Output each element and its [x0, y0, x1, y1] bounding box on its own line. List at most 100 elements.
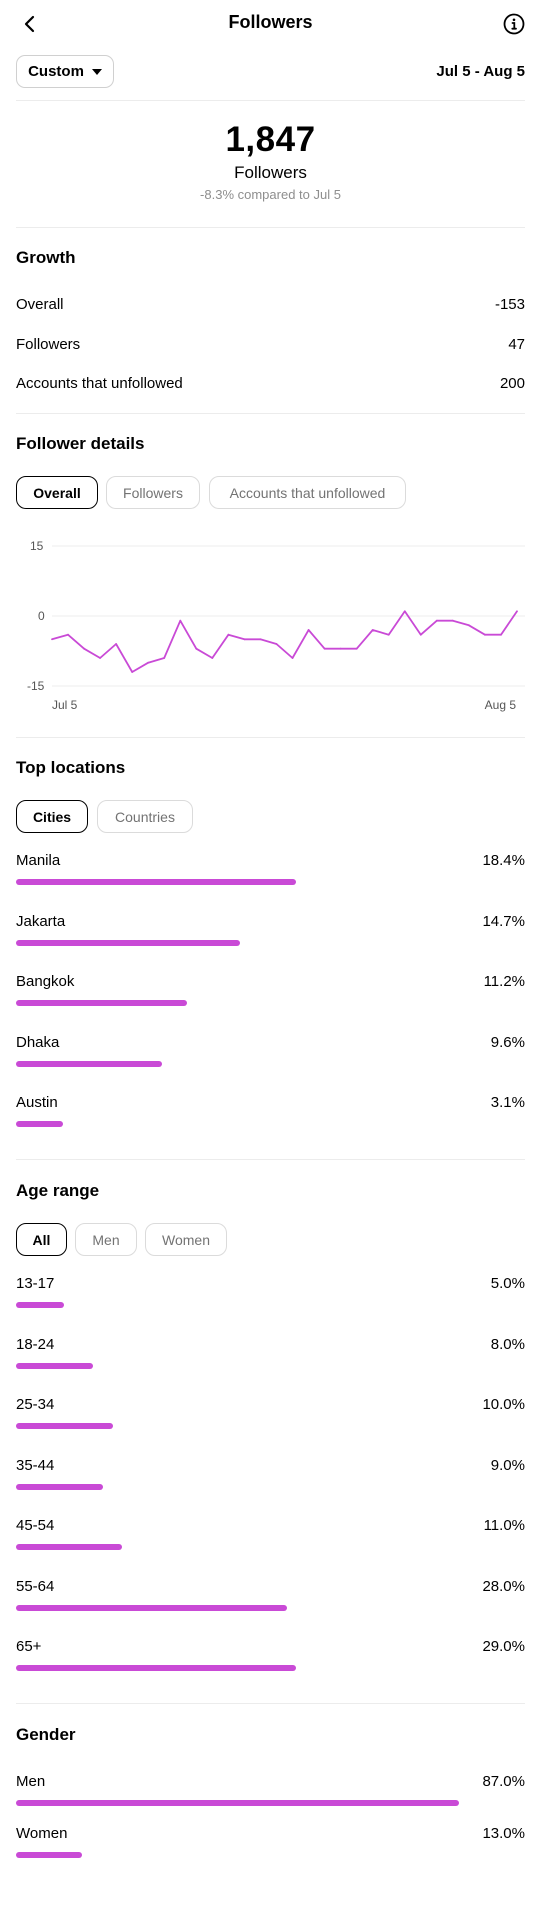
data-point — [83, 647, 85, 650]
age-range-title: Age range — [16, 1181, 100, 1200]
growth-row-value: 200 — [499, 375, 525, 392]
top-locations-title: Top locations — [16, 758, 126, 777]
follower-line-chart: 15 0 -15 Jul 5 Aug 5 — [27, 539, 525, 712]
growth-row-label: Accounts that unfollowed — [16, 375, 183, 392]
divider — [16, 100, 525, 101]
chevron-left-icon — [24, 15, 35, 33]
info-button[interactable] — [502, 12, 526, 36]
location-label: Dhaka — [16, 1033, 60, 1051]
location-bar — [16, 1060, 162, 1067]
date-filter-label: Custom — [28, 63, 84, 80]
follower-count-label: Followers — [234, 163, 307, 182]
series-line — [51, 610, 518, 673]
data-point — [115, 643, 117, 645]
info-icon — [503, 13, 525, 35]
data-point — [403, 610, 406, 613]
age-bar — [16, 1604, 287, 1611]
age-label: 25-34 — [16, 1396, 55, 1413]
age-bar — [16, 1423, 113, 1429]
location-value: 18.4% — [482, 852, 525, 869]
data-point — [195, 647, 198, 650]
date-filter-dropdown[interactable]: Custom — [16, 55, 114, 88]
data-point — [307, 629, 310, 631]
x-tick-label: Jul 5 — [52, 698, 78, 712]
age-bar — [16, 1544, 122, 1550]
location-label: Bangkok — [16, 973, 75, 990]
tab-men[interactable]: Men — [75, 1223, 137, 1256]
caret-down-icon — [91, 68, 102, 75]
growth-row-value: 47 — [508, 336, 525, 353]
tab-all[interactable]: All — [16, 1223, 67, 1256]
age-value: 9.0% — [490, 1456, 525, 1474]
data-point — [484, 633, 486, 636]
location-label: Jakarta — [16, 912, 66, 930]
tab-accounts-unfollowed[interactable]: Accounts that unfollowed — [209, 476, 406, 509]
age-bar — [16, 1302, 64, 1308]
location-value: 3.1% — [490, 1094, 525, 1111]
location-bar — [16, 1121, 63, 1127]
location-bar — [16, 879, 296, 885]
age-label: 18-24 — [16, 1335, 55, 1353]
data-point — [99, 657, 101, 659]
age-value: 29.0% — [482, 1638, 525, 1655]
location-bar — [16, 1000, 187, 1006]
divider — [16, 227, 525, 228]
data-point — [67, 633, 69, 636]
location-label: Austin — [16, 1094, 58, 1111]
growth-row-label: Followers — [16, 336, 81, 353]
age-value: 8.0% — [490, 1335, 525, 1353]
data-point — [291, 657, 294, 659]
page-title: Followers — [228, 12, 313, 32]
data-point — [227, 633, 230, 636]
age-bar — [16, 1665, 296, 1671]
data-point — [516, 610, 518, 613]
back-button[interactable] — [18, 12, 42, 36]
y-tick-label: 0 — [38, 609, 45, 623]
growth-row-value: -153 — [494, 296, 525, 313]
gender-value: 13.0% — [482, 1825, 525, 1842]
data-point — [452, 619, 454, 622]
data-point — [147, 661, 150, 664]
tab-overall[interactable]: Overall — [16, 476, 98, 509]
divider — [16, 1703, 525, 1704]
gender-label: Women — [16, 1825, 68, 1842]
age-value: 5.0% — [490, 1275, 525, 1292]
data-point — [243, 638, 246, 641]
age-bar — [16, 1483, 103, 1490]
tab-cities[interactable]: Cities — [16, 800, 88, 833]
data-point — [468, 624, 470, 627]
data-point — [419, 633, 422, 636]
y-tick-label: 15 — [30, 539, 44, 553]
location-bar — [16, 939, 240, 946]
divider — [16, 413, 525, 414]
divider — [16, 1159, 525, 1160]
age-label: 35-44 — [16, 1456, 55, 1474]
age-label: 55-64 — [16, 1577, 55, 1595]
growth-row-label: Overall — [16, 296, 64, 313]
tab-followers[interactable]: Followers — [106, 476, 200, 509]
x-tick-label: Aug 5 — [485, 698, 517, 712]
age-label: 65+ — [16, 1638, 42, 1655]
age-bar — [16, 1362, 93, 1369]
follower-details-title: Follower details — [16, 434, 145, 453]
gender-label: Men — [16, 1773, 46, 1790]
tab-countries[interactable]: Countries — [97, 800, 193, 833]
gender-bar — [16, 1852, 82, 1858]
data-point — [387, 633, 390, 636]
divider — [16, 737, 525, 738]
data-point — [259, 638, 262, 641]
data-point — [163, 657, 166, 659]
follower-count: 1,847 — [225, 120, 316, 159]
age-value: 28.0% — [482, 1577, 525, 1595]
age-label: 45-54 — [16, 1517, 55, 1534]
location-label: Manila — [16, 852, 61, 869]
tab-women[interactable]: Women — [145, 1223, 227, 1256]
data-point — [500, 633, 502, 636]
location-value: 9.6% — [490, 1033, 525, 1051]
data-point — [435, 619, 438, 622]
data-point — [211, 657, 214, 659]
gender-title: Gender — [16, 1725, 76, 1744]
data-point — [51, 638, 53, 641]
data-point — [131, 671, 134, 673]
data-point — [355, 647, 358, 650]
